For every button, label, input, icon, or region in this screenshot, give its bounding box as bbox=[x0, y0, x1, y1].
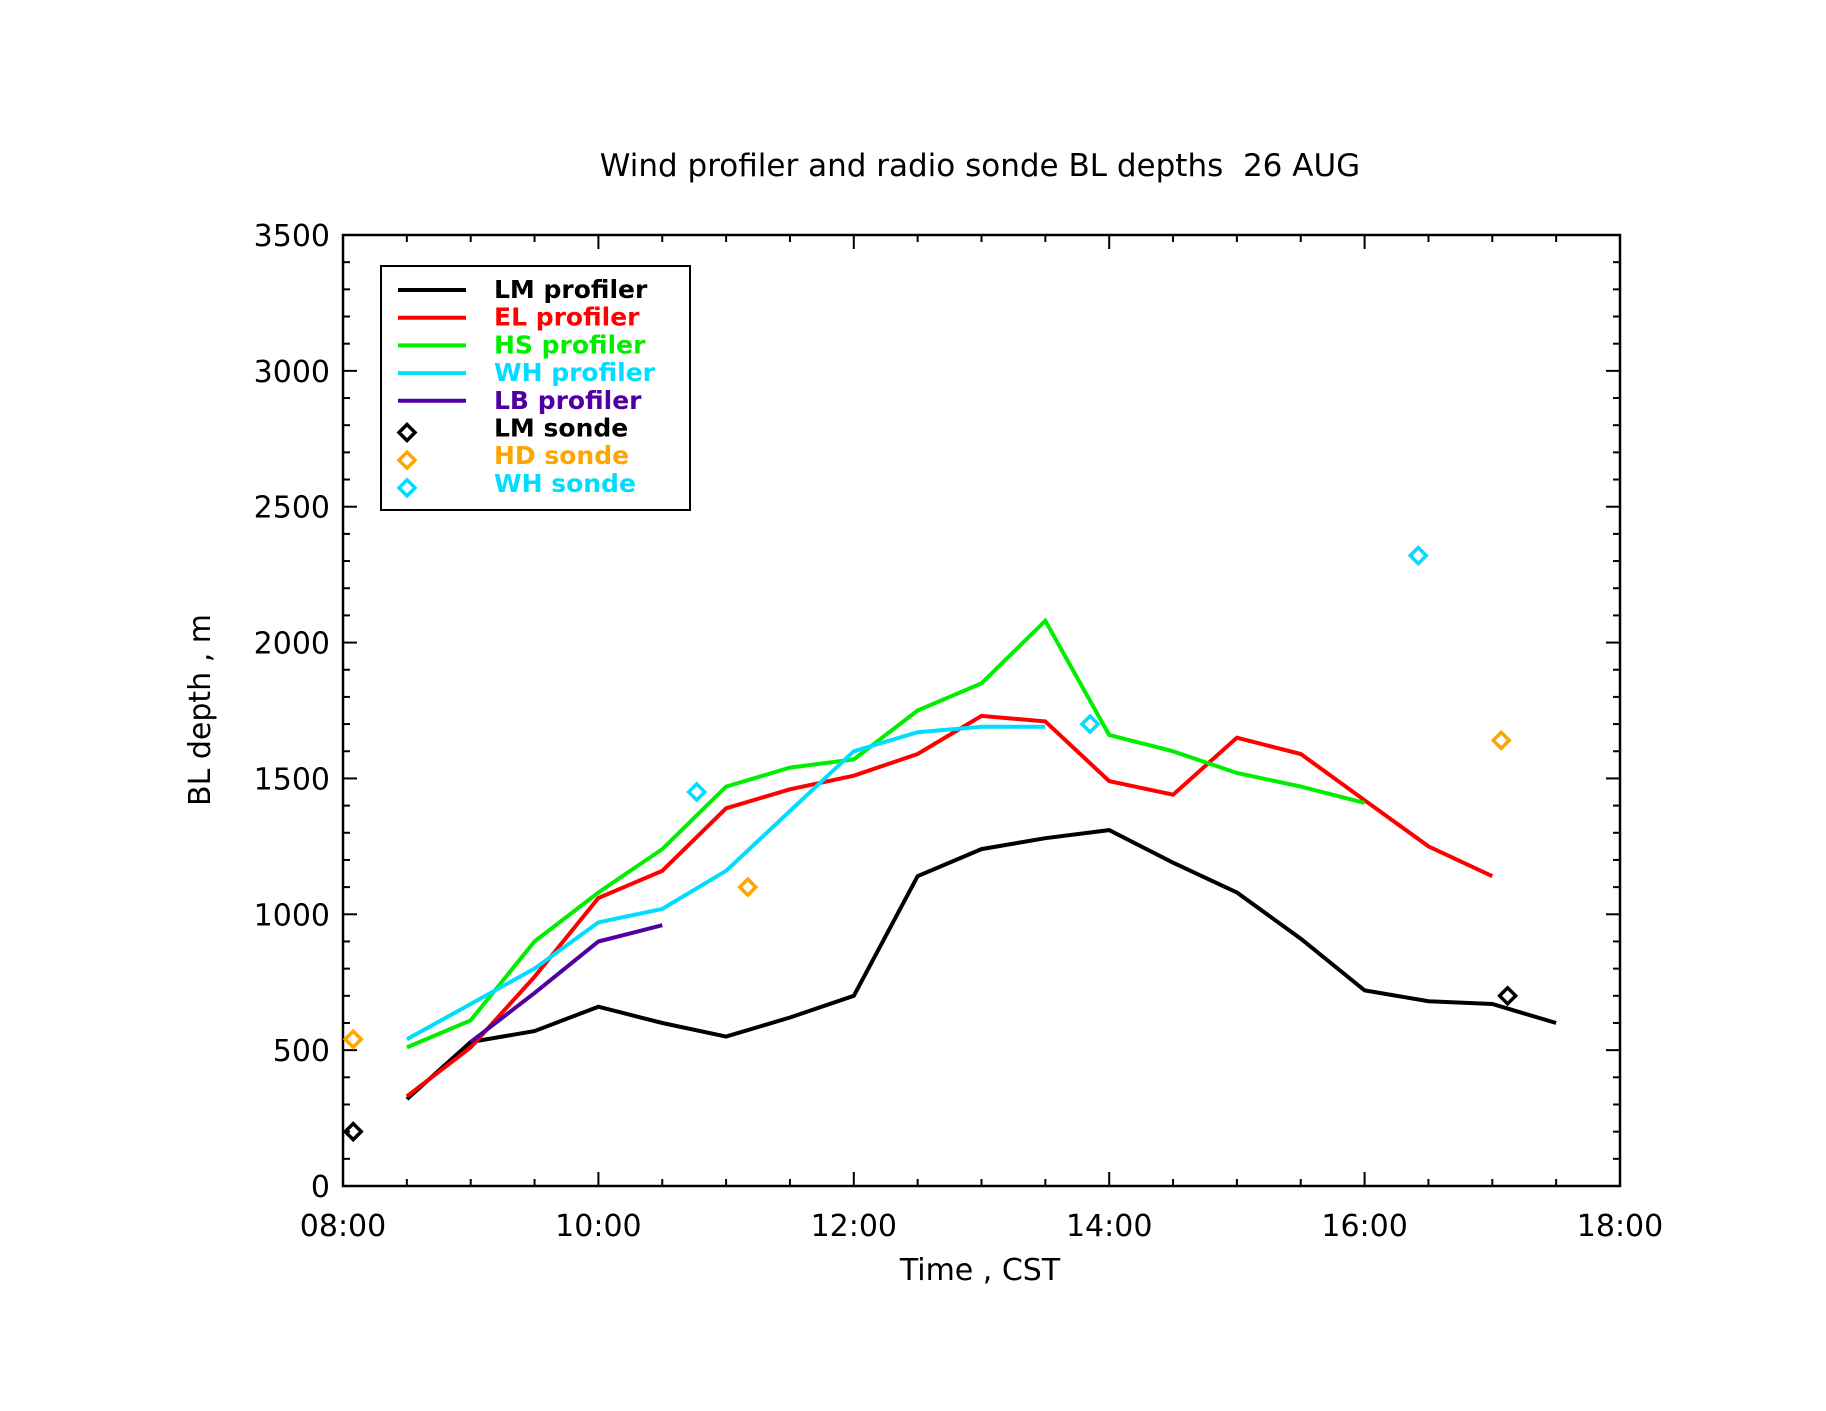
marker-lm-sonde bbox=[1497, 985, 1519, 1007]
legend-label-lm-profiler: LM profiler bbox=[494, 275, 648, 304]
series-line-lm-profiler bbox=[405, 828, 1557, 1101]
x-axis-label: Time , CST bbox=[899, 1253, 1061, 1288]
legend-label-hd-sonde: HD sonde bbox=[494, 441, 629, 470]
x-axis-tick-labels: 08:00 10:00 12:00 14:00 16:00 18:00 bbox=[300, 1209, 1663, 1244]
x-tick-label: 16:00 bbox=[1321, 1209, 1407, 1244]
y-tick-label: 3000 bbox=[254, 355, 330, 390]
legend-label-hs-profiler: HS profiler bbox=[494, 330, 646, 359]
y-axis-tick-labels: 0 500 1000 1500 2000 2500 3000 3500 bbox=[254, 219, 330, 1205]
chart-title: Wind profiler and radio sonde BL depths … bbox=[600, 148, 1360, 184]
marker-lm-sonde bbox=[342, 1121, 364, 1143]
marker-hd-sonde bbox=[1490, 729, 1512, 751]
x-tick-label: 14:00 bbox=[1066, 1209, 1152, 1244]
series-layer bbox=[342, 545, 1557, 1143]
y-tick-label: 3500 bbox=[254, 219, 330, 254]
marker-wh-sonde bbox=[1079, 713, 1101, 735]
marker-hd-sonde bbox=[737, 876, 759, 898]
y-tick-label: 2000 bbox=[254, 627, 330, 662]
legend-label-el-profiler: EL profiler bbox=[494, 303, 640, 332]
x-tick-label: 18:00 bbox=[1577, 1209, 1663, 1244]
legend-swatch-lm-sonde bbox=[396, 422, 418, 443]
series-line-wh-profiler bbox=[405, 724, 1046, 1042]
series-line-el-profiler bbox=[405, 713, 1494, 1098]
marker-wh-sonde bbox=[686, 781, 708, 803]
legend-box bbox=[380, 265, 691, 511]
y-tick-label: 1500 bbox=[254, 762, 330, 797]
legend-label-wh-profiler: WH profiler bbox=[494, 358, 656, 387]
x-tick-label: 12:00 bbox=[811, 1209, 897, 1244]
y-tick-label: 1000 bbox=[254, 898, 330, 933]
legend-label-lm-sonde: LM sonde bbox=[494, 414, 628, 443]
marker-hd-sonde bbox=[342, 1028, 364, 1050]
marker-wh-sonde bbox=[1407, 545, 1429, 567]
legend-label-wh-sonde: WH sonde bbox=[494, 469, 636, 498]
legend-label-lb-profiler: LB profiler bbox=[494, 386, 642, 415]
y-axis-label: BL depth , m bbox=[183, 614, 218, 806]
series-line-lb-profiler bbox=[469, 923, 663, 1044]
legend-swatch-wh-sonde bbox=[396, 477, 418, 499]
y-tick-label: 0 bbox=[311, 1170, 330, 1205]
x-tick-label: 10:00 bbox=[555, 1209, 641, 1244]
y-tick-label: 500 bbox=[273, 1034, 330, 1069]
series-line-hs-profiler bbox=[406, 617, 1366, 1050]
y-tick-label: 2500 bbox=[254, 491, 330, 526]
legend-swatch-hd-sonde bbox=[396, 449, 418, 471]
x-tick-label: 08:00 bbox=[300, 1209, 386, 1244]
axis-ticks bbox=[342, 234, 1621, 1187]
